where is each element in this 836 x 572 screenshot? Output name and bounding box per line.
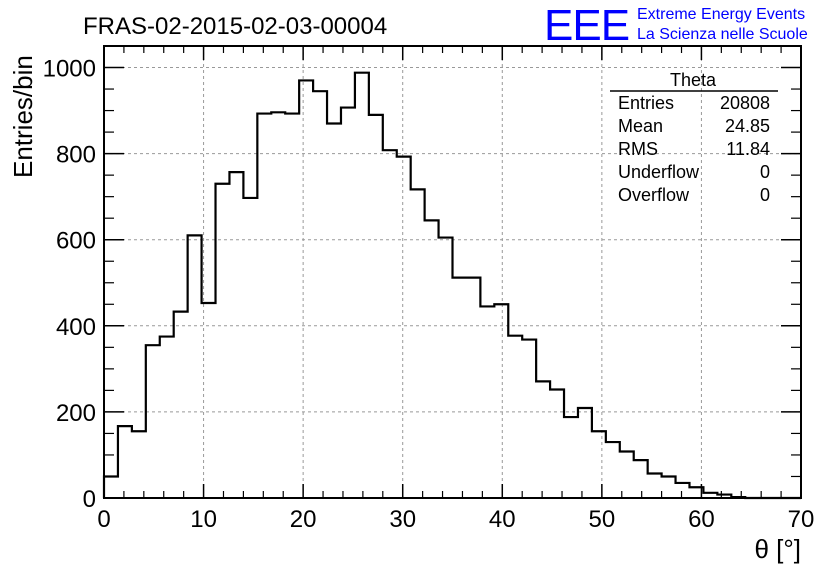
stats-label: Entries xyxy=(618,93,674,113)
histogram-bin xyxy=(564,417,578,498)
histogram-bin xyxy=(327,123,341,498)
stats-value: 0 xyxy=(760,162,770,182)
y-axis-label: Entries/bin xyxy=(8,55,38,178)
stats-box: Theta Entries 20808 Mean 24.85 RMS 11.84 Under… xyxy=(610,70,778,205)
x-tick-label: 60 xyxy=(688,506,715,533)
y-tick-label: 200 xyxy=(56,400,96,427)
x-tick-label: 50 xyxy=(589,506,616,533)
histogram-bin xyxy=(522,340,536,498)
y-tick-label: 1000 xyxy=(43,56,96,83)
stats-title: Theta xyxy=(670,70,717,90)
x-tick-label: 10 xyxy=(190,506,217,533)
y-tick-label: 0 xyxy=(83,486,96,513)
histogram-bin xyxy=(425,220,439,498)
histogram-bin xyxy=(606,442,620,498)
stats-label: Mean xyxy=(618,116,663,136)
histogram-bin xyxy=(397,157,411,498)
axis-ticks: 0 10 20 30 40 50 60 70 0 200 400 600 800 1000 xyxy=(43,45,815,533)
histogram-bin xyxy=(313,91,327,498)
stats-label: Underflow xyxy=(618,162,700,182)
x-tick-label: 0 xyxy=(97,506,110,533)
histogram-bin xyxy=(383,150,397,498)
x-axis-label: θ [°] xyxy=(754,534,801,564)
eee-logo: EEE Extreme Energy Events La Scienza nel… xyxy=(544,1,808,50)
eee-logo-line2: La Scienza nelle Scuole xyxy=(637,26,808,43)
histogram-bin xyxy=(216,184,230,498)
histogram-bin xyxy=(550,390,564,498)
histogram-bin xyxy=(188,235,202,498)
histogram-bin xyxy=(202,303,216,498)
histogram-bin xyxy=(592,431,606,498)
histogram-bin xyxy=(257,114,271,498)
histogram-bin xyxy=(271,112,285,498)
histogram-bin xyxy=(578,408,592,498)
x-tick-label: 70 xyxy=(788,506,815,533)
histogram-bin xyxy=(536,381,550,498)
histogram-bin xyxy=(676,483,690,498)
stats-label: RMS xyxy=(618,139,658,159)
histogram-bin xyxy=(174,312,188,498)
eee-logo-mark: EEE xyxy=(544,1,629,50)
stats-value: 11.84 xyxy=(726,139,770,159)
run-title: FRAS-02-2015-02-03-00004 xyxy=(83,13,387,40)
histogram-bin xyxy=(634,460,648,498)
histogram-bin xyxy=(411,189,425,498)
x-tick-label: 30 xyxy=(389,506,416,533)
stats-label: Overflow xyxy=(618,185,690,205)
histogram-bin xyxy=(369,115,383,498)
histogram-bin xyxy=(243,198,257,498)
histogram-bin xyxy=(508,336,522,498)
y-tick-label: 400 xyxy=(56,314,96,341)
histogram-outline xyxy=(102,71,801,500)
plot-frame xyxy=(103,45,802,499)
histogram-bin xyxy=(146,345,160,498)
histogram-bin xyxy=(341,108,355,498)
histogram-bin xyxy=(662,476,676,498)
histogram-bin xyxy=(494,304,508,498)
histogram-bin xyxy=(453,278,467,498)
x-tick-label: 40 xyxy=(489,506,516,533)
histogram-bin xyxy=(285,114,299,498)
histogram-bin xyxy=(229,172,243,498)
y-tick-label: 600 xyxy=(56,228,96,255)
histogram-bin xyxy=(118,426,132,498)
stats-value: 20808 xyxy=(720,93,770,113)
histogram-bin xyxy=(439,238,453,498)
x-tick-label: 20 xyxy=(290,506,317,533)
eee-logo-line1: Extreme Energy Events xyxy=(637,6,805,23)
histogram-bin xyxy=(104,476,118,498)
histogram-series xyxy=(102,71,801,500)
histogram-bin xyxy=(132,431,146,498)
histogram-bin xyxy=(648,473,662,498)
histogram-bin xyxy=(480,306,494,498)
histogram-bin xyxy=(466,278,480,498)
y-tick-label: 800 xyxy=(56,142,96,169)
histogram-bin xyxy=(355,73,369,498)
stats-value: 24.85 xyxy=(725,116,770,136)
histogram-bin xyxy=(160,337,174,498)
histogram-bin xyxy=(299,80,313,498)
stats-value: 0 xyxy=(760,185,770,205)
